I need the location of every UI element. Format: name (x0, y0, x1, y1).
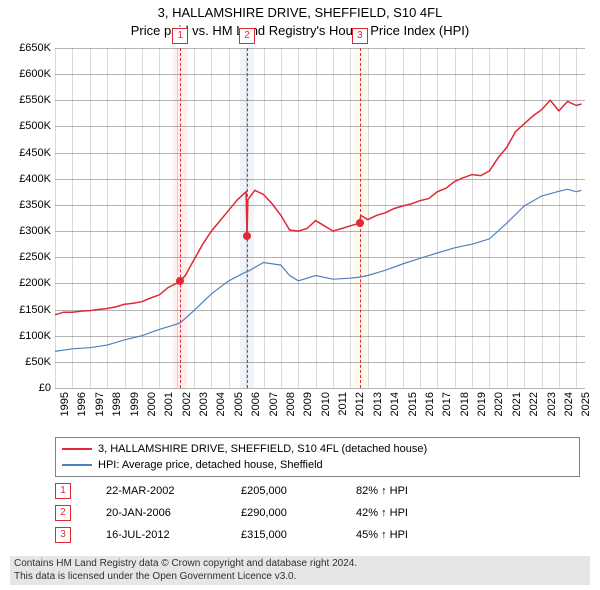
legend-label-2: HPI: Average price, detached house, Shef… (98, 459, 323, 471)
x-axis-label: 1998 (111, 392, 123, 416)
x-axis-label: 2007 (268, 392, 280, 416)
chart-legend: 3, HALLAMSHIRE DRIVE, SHEFFIELD, S10 4FL… (55, 437, 580, 477)
series-line-2 (55, 189, 582, 351)
x-axis-label: 2010 (320, 392, 332, 416)
sales-row-badge: 1 (55, 483, 71, 499)
x-axis-label: 2011 (337, 392, 349, 416)
y-axis-label: £200K (19, 277, 51, 289)
y-axis-label: £50K (25, 356, 51, 368)
sales-row-date: 20-JAN-2006 (106, 507, 206, 519)
sale-marker-badge-3: 3 (352, 28, 368, 44)
legend-item-series1: 3, HALLAMSHIRE DRIVE, SHEFFIELD, S10 4FL… (62, 441, 573, 457)
sales-table-row: 3 16-JUL-2012 £315,000 45% ↑ HPI (55, 524, 456, 546)
attribution-line1: Contains HM Land Registry data © Crown c… (14, 558, 586, 571)
x-axis-label: 2018 (459, 392, 471, 416)
chart-plot-area: £0£50K£100K£150K£200K£250K£300K£350K£400… (55, 48, 585, 388)
sales-row-date: 16-JUL-2012 (106, 529, 206, 541)
x-axis-label: 2015 (407, 392, 419, 416)
x-axis-label: 2001 (163, 392, 175, 416)
sales-row-price: £315,000 (241, 529, 321, 541)
x-axis-label: 2013 (372, 392, 384, 416)
legend-swatch-2 (62, 464, 92, 466)
y-axis-label: £600K (19, 68, 51, 80)
y-axis-label: £250K (19, 251, 51, 263)
x-axis-label: 2016 (424, 392, 436, 416)
gridline-y (55, 388, 585, 389)
x-axis-label: 2008 (285, 392, 297, 416)
x-axis-label: 2002 (181, 392, 193, 416)
sales-row-pct: 42% ↑ HPI (356, 507, 456, 519)
chart-title-line1: 3, HALLAMSHIRE DRIVE, SHEFFIELD, S10 4FL (0, 4, 600, 22)
sales-table-row: 1 22-MAR-2002 £205,000 82% ↑ HPI (55, 480, 456, 502)
chart-title-block: 3, HALLAMSHIRE DRIVE, SHEFFIELD, S10 4FL… (0, 0, 600, 39)
sale-marker-badge-2: 2 (239, 28, 255, 44)
sales-row-badge: 3 (55, 527, 71, 543)
sales-row-badge: 2 (55, 505, 71, 521)
sale-dot-3 (356, 219, 364, 227)
x-axis-label: 2022 (528, 392, 540, 416)
x-axis-label: 2006 (250, 392, 262, 416)
legend-label-1: 3, HALLAMSHIRE DRIVE, SHEFFIELD, S10 4FL… (98, 443, 427, 455)
chart-title-line2: Price paid vs. HM Land Registry's House … (0, 22, 600, 40)
x-axis-label: 2009 (302, 392, 314, 416)
x-axis-label: 2005 (233, 392, 245, 416)
sales-row-price: £290,000 (241, 507, 321, 519)
chart-line-layer (55, 48, 585, 388)
legend-swatch-1 (62, 448, 92, 450)
attribution-box: Contains HM Land Registry data © Crown c… (10, 556, 590, 585)
y-axis-label: £350K (19, 199, 51, 211)
series-line-1 (55, 100, 582, 314)
x-axis-label: 2019 (476, 392, 488, 416)
sales-row-date: 22-MAR-2002 (106, 485, 206, 497)
y-axis-label: £400K (19, 173, 51, 185)
x-axis-label: 2012 (354, 392, 366, 416)
attribution-line2: This data is licensed under the Open Gov… (14, 571, 586, 584)
x-axis-label: 2023 (546, 392, 558, 416)
y-axis-label: £450K (19, 147, 51, 159)
x-axis-label: 1997 (94, 392, 106, 416)
x-axis-label: 2000 (146, 392, 158, 416)
y-axis-label: £0 (39, 382, 51, 394)
x-axis-label: 2025 (580, 392, 592, 416)
x-axis-label: 2014 (389, 392, 401, 416)
x-axis-label: 1995 (59, 392, 71, 416)
x-axis-label: 1999 (129, 392, 141, 416)
y-axis-label: £300K (19, 225, 51, 237)
sales-row-pct: 82% ↑ HPI (356, 485, 456, 497)
y-axis-label: £650K (19, 42, 51, 54)
y-axis-label: £150K (19, 304, 51, 316)
x-axis-label: 1996 (76, 392, 88, 416)
sales-table: 1 22-MAR-2002 £205,000 82% ↑ HPI 2 20-JAN-200… (55, 480, 456, 546)
x-axis-label: 2024 (563, 392, 575, 416)
sales-row-pct: 45% ↑ HPI (356, 529, 456, 541)
sales-row-price: £205,000 (241, 485, 321, 497)
y-axis-label: £100K (19, 330, 51, 342)
x-axis-label: 2020 (493, 392, 505, 416)
x-axis-label: 2003 (198, 392, 210, 416)
legend-item-series2: HPI: Average price, detached house, Shef… (62, 457, 573, 473)
sale-dot-2 (243, 232, 251, 240)
sale-dot-1 (176, 277, 184, 285)
x-axis-label: 2004 (215, 392, 227, 416)
x-axis-label: 2017 (441, 392, 453, 416)
sales-table-row: 2 20-JAN-2006 £290,000 42% ↑ HPI (55, 502, 456, 524)
x-axis-label: 2021 (511, 392, 523, 416)
y-axis-label: £550K (19, 94, 51, 106)
sale-marker-badge-1: 1 (172, 28, 188, 44)
y-axis-label: £500K (19, 120, 51, 132)
